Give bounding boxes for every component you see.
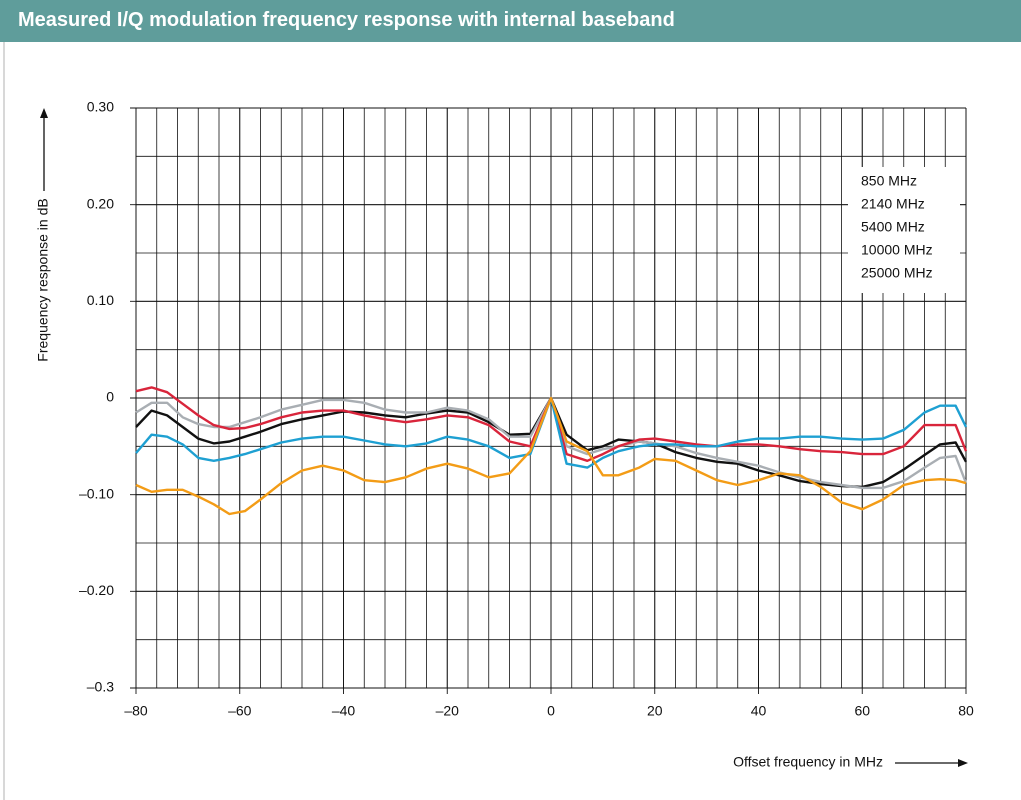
y-tick-label: 0.30 (87, 99, 114, 115)
legend-box (848, 167, 960, 293)
x-axis-label: Offset frequency in MHz (733, 754, 883, 770)
y-tick-label: –0.3 (87, 679, 114, 695)
legend-entry: 10000 MHz (861, 242, 933, 258)
x-tick-label: 80 (958, 703, 974, 719)
y-arrowhead (40, 108, 48, 118)
frame (3, 42, 5, 800)
y-tick-label: –0.10 (79, 485, 114, 501)
x-tick-label: –40 (332, 703, 356, 719)
header: Measured I/Q modulation frequency respon… (0, 0, 1021, 42)
y-tick-label: 0.10 (87, 292, 114, 308)
y-tick-label: 0.20 (87, 195, 114, 211)
chart-title: Measured I/Q modulation frequency respon… (18, 9, 675, 31)
legend-entry: 5400 MHz (861, 219, 925, 235)
x-tick-label: –60 (228, 703, 252, 719)
y-tick-label: 0 (106, 389, 114, 405)
x-tick-label: 20 (647, 703, 663, 719)
x-arrowhead (958, 759, 968, 767)
y-axis-label: Frequency response in dB (35, 198, 51, 361)
x-tick-label: –80 (124, 703, 148, 719)
x-tick-label: 40 (751, 703, 767, 719)
legend-entry: 25000 MHz (861, 265, 933, 281)
legend-entry: 2140 MHz (861, 196, 925, 212)
x-tick-label: 60 (854, 703, 870, 719)
legend-entry: 850 MHz (861, 173, 917, 189)
x-tick-label: –20 (436, 703, 460, 719)
data-line (135, 396, 967, 516)
y-tick-label: –0.20 (79, 582, 114, 598)
x-tick-label: 0 (547, 703, 555, 719)
